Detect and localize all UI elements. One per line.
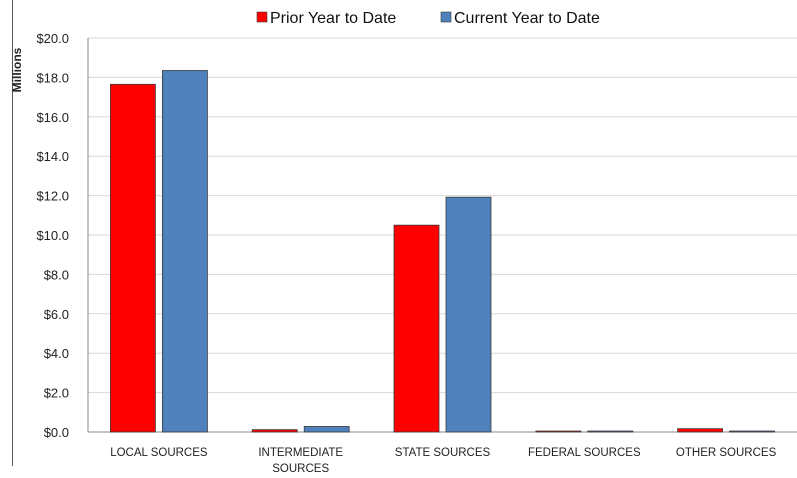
y-tick-label: $12.0: [36, 189, 69, 204]
frame-border: [12, 0, 13, 466]
x-axis-ticks: LOCAL SOURCES INTERMEDIATE SOURCES STATE SO…: [110, 447, 776, 475]
bar: [251, 429, 298, 433]
bar: [110, 83, 156, 433]
bar: [587, 430, 634, 433]
bar: [445, 196, 492, 433]
y-axis-label: Millions: [10, 47, 24, 92]
y-tick-label: $18.0: [36, 70, 69, 85]
y-tick-label: $10.0: [36, 228, 69, 243]
y-tick-label: $2.0: [44, 386, 69, 401]
x-tick-label: INTERMEDIATE: [258, 447, 343, 459]
x-tick-label: STATE SOURCES: [395, 447, 491, 459]
bar: [303, 426, 350, 433]
y-tick-label: $8.0: [44, 267, 69, 282]
x-tick-label: FEDERAL SOURCES: [528, 447, 641, 459]
bars: [110, 70, 775, 433]
legend: Prior Year to Date Current Year to Date: [256, 10, 600, 27]
y-tick-label: $4.0: [44, 346, 69, 361]
y-tick-label: $16.0: [36, 110, 69, 125]
x-tick-label: SOURCES: [272, 463, 329, 475]
bar: [161, 70, 208, 433]
bar: [393, 224, 440, 433]
y-axis-ticks: $0.0 $2.0 $4.0 $6.0 $8.0 $10.0 $12.0 $14.0 $16.0…: [36, 31, 69, 440]
y-tick-label: $0.0: [44, 425, 69, 440]
x-tick-label: OTHER SOURCES: [676, 447, 777, 459]
bar: [677, 428, 723, 433]
y-tick-label: $6.0: [44, 307, 69, 322]
legend-label: Prior Year to Date: [270, 10, 396, 27]
y-tick-label: $14.0: [36, 149, 69, 164]
x-tick-label: LOCAL SOURCES: [110, 447, 208, 459]
legend-swatch: [440, 11, 452, 23]
y-tick-label: $20.0: [36, 31, 69, 46]
legend-label: Current Year to Date: [454, 10, 600, 27]
legend-swatch: [256, 11, 268, 23]
bar: [535, 430, 582, 433]
bar: [729, 430, 775, 433]
